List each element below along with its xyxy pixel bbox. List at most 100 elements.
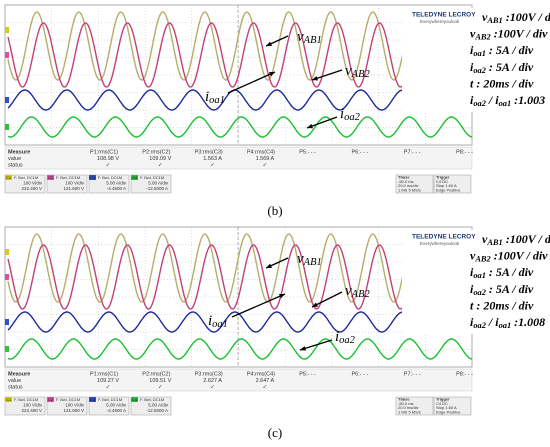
logo-tagline: Everywhereyoulook xyxy=(420,19,460,24)
text-segment: oa2 xyxy=(473,288,486,297)
channel-offset: -12.5000 A xyxy=(146,408,168,413)
measure-row-label: value xyxy=(8,378,21,384)
channel-id: C1 xyxy=(6,397,12,402)
text-segment: v xyxy=(482,232,488,246)
text-segment: i xyxy=(470,60,474,74)
trigger-text: Edge Positive xyxy=(436,409,461,414)
scale-label: vAB1 :100V / div xyxy=(482,10,550,25)
channel-tag xyxy=(5,175,12,180)
channel-box xyxy=(46,396,88,416)
scale-label: ioa2 : 5A / div xyxy=(470,282,534,297)
waveform xyxy=(7,338,473,360)
scale-label: ioa1 : 5A / div xyxy=(470,265,534,280)
scale-label: vAB2 :100V / div xyxy=(470,26,548,41)
channel-scale: 5.00 A/div xyxy=(148,403,169,408)
scale-label: ioa1 : 5A / div xyxy=(470,43,534,58)
arrow-line xyxy=(227,71,276,94)
text-segment: oa1 xyxy=(209,95,225,106)
text-segment: AB2 xyxy=(474,33,490,42)
measure-name: P4:rms(C4) xyxy=(247,371,275,377)
trigger-text: Stop 1.60 A xyxy=(436,183,457,188)
text-segment: v xyxy=(345,283,352,299)
channel-marker xyxy=(5,52,9,58)
text-segment: oa1 xyxy=(473,271,486,280)
channel-scale: 5.00 A/div xyxy=(106,403,127,408)
label-background xyxy=(402,230,550,334)
logo-brand: TELEDYNE LECROY xyxy=(412,234,476,241)
channel-box xyxy=(130,174,172,194)
channel-tag xyxy=(89,175,96,180)
arrow-head xyxy=(266,263,272,268)
measure-status: ✓ xyxy=(106,162,111,168)
text-segment: i xyxy=(470,93,474,107)
text-segment: v xyxy=(482,10,488,24)
channel-mode: F. Bwl, DC1M xyxy=(14,397,38,402)
arrow-head xyxy=(269,72,275,77)
timebase-text: Tbase xyxy=(398,397,410,402)
trigger-text: C4 DC xyxy=(436,179,448,184)
measure-value: 109.27 V xyxy=(97,378,119,384)
text-segment: :1.003 xyxy=(511,93,545,107)
arrow-head xyxy=(312,76,318,81)
text-segment: / i xyxy=(486,315,499,329)
channel-tag xyxy=(131,175,138,180)
logo-tagline: Everywhereyoulook xyxy=(420,241,460,246)
measure-name: P8:- - - xyxy=(456,149,473,155)
waveform xyxy=(7,244,473,310)
channel-scale: 100 V/div xyxy=(23,181,43,186)
channel-tag xyxy=(131,397,138,402)
timebase-text: -50.0 ms xyxy=(398,401,414,406)
timebase-text: -50.0 ms xyxy=(398,179,414,184)
text-segment: AB1 xyxy=(303,35,322,46)
channel-mode: F. Bwl, DC1M xyxy=(98,397,122,402)
timebase-text: 1 MS 5 MS/s xyxy=(398,409,421,414)
measure-name: P5:- - - xyxy=(299,371,316,377)
measure-status: ✓ xyxy=(210,162,215,168)
text-segment: v xyxy=(470,248,476,262)
waveform-label: vAB2 xyxy=(345,283,370,300)
scale-label: ioa2 : 5A / div xyxy=(470,60,534,75)
arrow-head xyxy=(300,346,306,351)
scale-label: vAB2 :100V / div xyxy=(470,248,548,263)
channel-scale: 5.00 A/div xyxy=(106,181,127,186)
arrow-head xyxy=(266,41,272,46)
text-segment: t : 20ms / div xyxy=(470,298,534,312)
scale-label: t : 20ms / div xyxy=(470,76,534,90)
channel-scale: 5.00 A/div xyxy=(148,181,169,186)
measure-row-label: status xyxy=(8,384,23,390)
measure-name: P3:rms(C3) xyxy=(195,149,223,155)
measure-value: 109.51 V xyxy=(149,378,171,384)
text-segment: AB2 xyxy=(351,289,371,300)
scale-label: t : 20ms / div xyxy=(470,298,534,312)
measure-name: P3:rms(C3) xyxy=(195,371,223,377)
waveform-label: vAB1 xyxy=(297,251,322,268)
text-segment: : 5A / div xyxy=(486,265,534,279)
arrow-head xyxy=(312,302,318,307)
channel-box xyxy=(88,174,130,194)
caption: (c) xyxy=(268,425,282,440)
channel-scale: 100 V/div xyxy=(65,403,85,408)
text-segment: i xyxy=(208,313,212,329)
channel-mode: F. Bwl, DC1M xyxy=(14,175,38,180)
text-segment: i xyxy=(470,282,474,296)
measure-value: 109.09 V xyxy=(149,156,171,162)
caption: (b) xyxy=(267,203,282,218)
arrow-line xyxy=(299,339,333,351)
measure-status: ✓ xyxy=(263,384,268,390)
measure-value: 108.98 V xyxy=(97,156,119,162)
channel-offset: 222.400 V xyxy=(21,408,42,413)
arrow-line xyxy=(231,293,286,318)
channel-box xyxy=(130,396,172,416)
text-segment: oa1 xyxy=(499,99,512,108)
channel-marker xyxy=(5,97,9,103)
channel-mode: F. Bwl, DC1M xyxy=(56,397,80,402)
channel-box xyxy=(46,174,88,194)
text-segment: AB2 xyxy=(474,255,490,264)
channel-offset: 121.600 V xyxy=(63,408,84,413)
channel-offset: -12.5000 A xyxy=(146,186,168,191)
measure-status: ✓ xyxy=(158,162,163,168)
measure-name: P8:- - - xyxy=(456,371,473,377)
text-segment: oa2 xyxy=(344,112,361,123)
text-segment: AB1 xyxy=(486,238,502,247)
